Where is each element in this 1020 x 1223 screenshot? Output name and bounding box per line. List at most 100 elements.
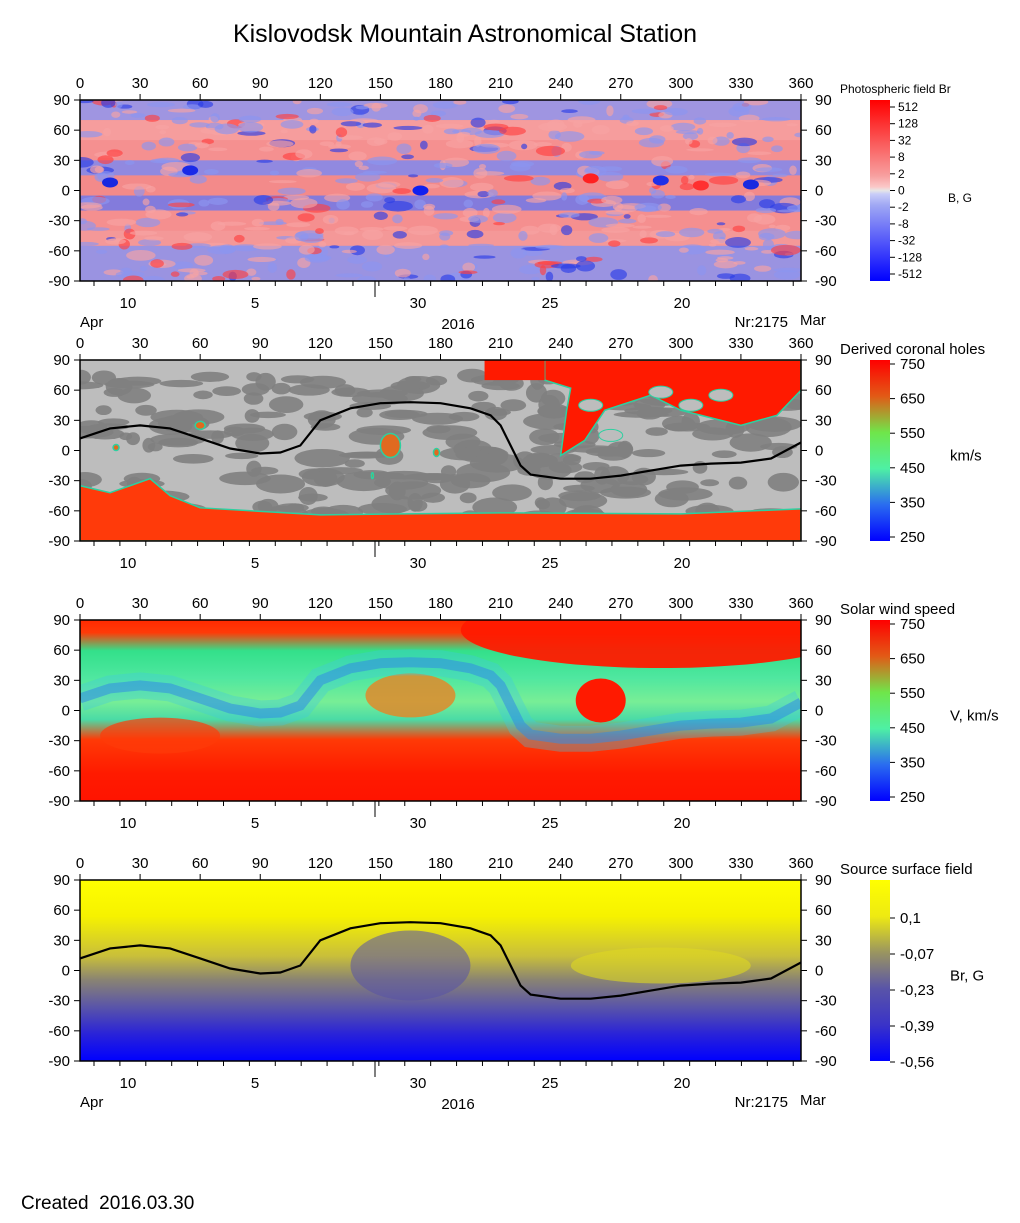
br-speckle [682, 132, 699, 141]
wind-speed-map [80, 620, 801, 801]
br-speckle [103, 127, 112, 137]
y-tick-label-right: 0 [815, 443, 823, 460]
x-tick-label: 90 [252, 595, 269, 612]
br-speckle [679, 183, 694, 191]
date-tick-label: 5 [251, 815, 259, 832]
y-tick-label-left: -90 [48, 533, 70, 550]
br-speckle [502, 100, 519, 105]
br-speckle [708, 176, 739, 185]
y-tick-label-right: -60 [815, 1023, 837, 1040]
br-active-region [102, 177, 119, 188]
y-tick-label-left: 60 [53, 122, 70, 139]
date-tick-label: 10 [120, 815, 137, 832]
ch-gray-patch [343, 451, 392, 458]
br-speckle [318, 241, 327, 248]
br-speckle [591, 125, 610, 135]
ch-gray-patch [126, 432, 140, 446]
br-speckle [640, 237, 658, 244]
x-tick-label: 270 [608, 855, 633, 872]
source-surface-map [80, 880, 801, 1061]
date-tick-label: 25 [542, 815, 559, 832]
br-speckle [171, 117, 188, 125]
br-speckle [275, 113, 299, 120]
br-speckle [170, 271, 180, 277]
date-tick-label: 25 [542, 555, 559, 572]
br-speckle [776, 209, 801, 213]
y-tick-label-left: 30 [53, 152, 70, 169]
x-tick-label: 90 [252, 75, 269, 92]
br-speckle [362, 229, 384, 241]
br-speckle [713, 260, 738, 269]
br-speckle [433, 213, 459, 220]
br-speckle [129, 230, 158, 236]
ch-gray-patch [310, 423, 341, 431]
x-tick-label: 300 [668, 855, 693, 872]
y-tick-label-right: 30 [815, 932, 832, 949]
x-tick-label: 180 [428, 335, 453, 352]
br-band [80, 175, 801, 196]
br-speckle [601, 227, 630, 233]
br-speckle [689, 208, 708, 216]
date-tick-label: 25 [542, 1075, 559, 1092]
br-speckle [155, 124, 170, 130]
br-speckle [456, 132, 465, 143]
x-tick-label: 30 [132, 335, 149, 352]
br-speckle [688, 174, 695, 180]
br-speckle [589, 150, 605, 155]
br-speckle [653, 105, 668, 111]
br-speckle [561, 109, 578, 113]
br-speckle [80, 241, 99, 246]
br-speckle [735, 171, 751, 179]
br-speckle [423, 274, 437, 281]
ch-gray-patch [700, 479, 720, 487]
br-speckle [665, 195, 676, 199]
br-speckle [105, 238, 127, 245]
br-speckle [394, 268, 411, 278]
br-speckle [530, 176, 551, 186]
br-speckle [159, 130, 167, 135]
br-speckle [365, 193, 383, 202]
br-speckle [413, 116, 420, 121]
br-speckle [435, 123, 464, 129]
br-speckle [175, 212, 189, 217]
ch-gray-patch [558, 490, 601, 502]
br-active-region [182, 165, 199, 176]
br-map [80, 100, 801, 281]
br-colorbar-tick-label: -2 [898, 200, 909, 214]
month-label-left: Apr [80, 1094, 103, 1111]
br-speckle [606, 105, 614, 117]
br-speckle [376, 244, 395, 255]
x-tick-label: 90 [252, 335, 269, 352]
ch-gray-patch [582, 462, 610, 471]
br-speckle [535, 244, 565, 250]
br-speckle [286, 269, 296, 280]
br-speckle [648, 275, 658, 281]
br-speckle [80, 157, 94, 168]
br-speckle [468, 243, 494, 247]
br-speckle [786, 123, 799, 127]
wind-slow-stream [80, 657, 801, 744]
colorbar-tick-label: -0,56 [900, 1054, 934, 1071]
br-speckle [772, 173, 788, 178]
br-speckle [126, 249, 156, 261]
br-speckle [412, 109, 422, 118]
br-speckle [655, 231, 676, 238]
x-tick-label: 60 [192, 75, 209, 92]
x-tick-label: 270 [608, 75, 633, 92]
colorbar-tick-label: 550 [900, 685, 925, 702]
br-speckle [367, 156, 398, 166]
y-tick-label-right: -30 [815, 993, 837, 1010]
br-speckle [306, 107, 324, 115]
br-speckle [319, 141, 335, 147]
y-tick-label-right: -30 [815, 733, 837, 750]
br-speckle [462, 262, 476, 272]
y-tick-label-right: -60 [815, 763, 837, 780]
colorbar-unit: km/s [950, 448, 982, 465]
br-speckle [335, 141, 342, 147]
x-tick-label: 330 [728, 595, 753, 612]
br-speckle [158, 137, 175, 147]
br-speckle [558, 212, 580, 218]
br-speckle [634, 127, 653, 136]
wind-slow-halo [80, 649, 801, 752]
ch-gray-patch [303, 411, 342, 422]
